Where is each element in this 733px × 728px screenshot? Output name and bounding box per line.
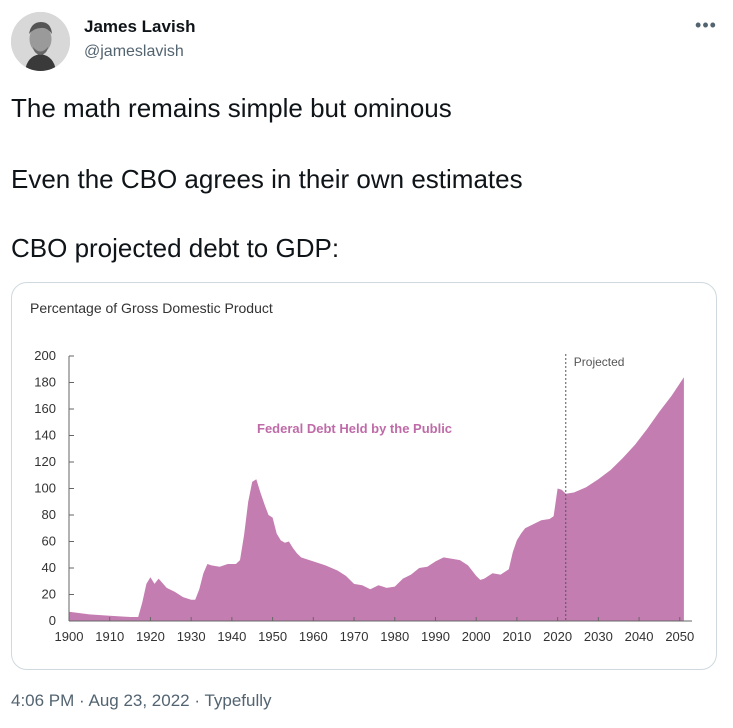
tweet-text-line-3: CBO projected debt to GDP:	[11, 233, 340, 263]
tweet-time[interactable]: 4:06 PM	[11, 691, 75, 710]
x-tick-label: 1920	[136, 629, 165, 644]
y-tick-label: 120	[34, 454, 56, 469]
x-tick-label: 2040	[625, 629, 654, 644]
projected-label: Projected	[574, 355, 625, 369]
more-options-icon[interactable]: •••	[695, 15, 717, 35]
y-tick-label: 0	[49, 613, 56, 628]
x-tick-label: 2030	[584, 629, 613, 644]
y-tick-label: 20	[42, 587, 56, 602]
x-tick-label: 1900	[55, 629, 84, 644]
x-tick-label: 1910	[95, 629, 124, 644]
separator: ·	[189, 691, 205, 710]
x-tick-label: 1960	[299, 629, 328, 644]
user-photo-icon	[11, 12, 70, 71]
x-tick-label: 1990	[421, 629, 450, 644]
x-tick-label: 2020	[543, 629, 572, 644]
media-card[interactable]: Percentage of Gross Domestic Product 0 20…	[11, 282, 717, 670]
x-tick-label: 2000	[462, 629, 491, 644]
tweet-footer: 4:06 PM · Aug 23, 2022 · Typefully	[11, 691, 272, 711]
tweet-date[interactable]: Aug 23, 2022	[88, 691, 190, 710]
debt-to-gdp-chart: Percentage of Gross Domestic Product 0 20…	[30, 300, 694, 644]
tweet-source-link[interactable]: Typefully	[204, 691, 272, 710]
y-tick-label: 100	[34, 481, 56, 496]
x-tick-label: 2050	[665, 629, 694, 644]
x-tick-label: 1950	[258, 629, 287, 644]
y-tick-label: 180	[34, 375, 56, 390]
chart-title: Percentage of Gross Domestic Product	[30, 300, 273, 316]
y-tick-label: 140	[34, 428, 56, 443]
x-tick-label: 1980	[380, 629, 409, 644]
series-label: Federal Debt Held by the Public	[257, 421, 452, 436]
author-name[interactable]: James Lavish	[84, 17, 196, 36]
separator: ·	[74, 691, 89, 710]
x-tick-label: 1970	[340, 629, 369, 644]
author-handle[interactable]: @jameslavish	[84, 43, 184, 60]
x-tick-label: 1940	[217, 629, 246, 644]
y-tick-label: 60	[42, 534, 56, 549]
y-tick-label: 200	[34, 348, 56, 363]
tweet-text-line-1: The math remains simple but ominous	[11, 93, 452, 123]
avatar[interactable]	[11, 12, 70, 71]
y-tick-label: 40	[42, 560, 56, 575]
x-tick-label: 2010	[502, 629, 531, 644]
y-tick-label: 160	[34, 401, 56, 416]
debt-area-series	[69, 377, 684, 621]
x-tick-label: 1930	[177, 629, 206, 644]
y-tick-label: 80	[42, 507, 56, 522]
tweet-text-line-2: Even the CBO agrees in their own estimat…	[11, 164, 523, 194]
